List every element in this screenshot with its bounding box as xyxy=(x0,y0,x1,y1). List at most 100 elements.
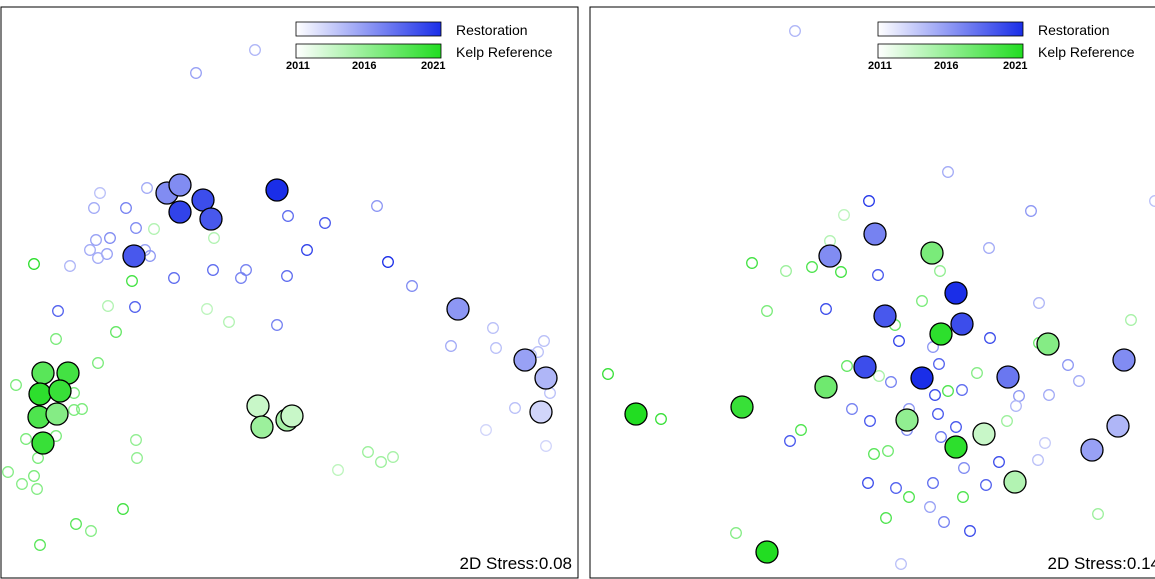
restoration-point-14 xyxy=(64,260,76,272)
restoration-point-29 xyxy=(487,322,499,334)
kelp-point-13 xyxy=(76,403,88,415)
restoration-point-8 xyxy=(104,232,116,244)
kelp-point-large-28 xyxy=(929,322,953,346)
restoration-point-0 xyxy=(249,44,261,56)
restoration-point-large-41 xyxy=(863,222,887,246)
kelp-point-22 xyxy=(31,483,43,495)
restoration-point-large-49 xyxy=(529,400,553,424)
kelp-point-19 xyxy=(1001,415,1013,427)
restoration-point-18 xyxy=(240,264,252,276)
legend: Restoration Kelp Reference 2011 2016 202… xyxy=(286,21,553,72)
plot-frame xyxy=(589,6,1155,579)
restoration-point-27 xyxy=(784,435,796,447)
restoration-point-18 xyxy=(1043,389,1055,401)
restoration-point-27 xyxy=(129,301,141,313)
kelp-point-17 xyxy=(655,413,667,425)
restoration-point-32 xyxy=(862,477,874,489)
restoration-point-36 xyxy=(924,501,936,513)
points-layer xyxy=(2,44,558,551)
legend-kelp-label: Kelp Reference xyxy=(456,44,553,60)
restoration-point-4 xyxy=(983,242,995,254)
legend-tick-2011: 2011 xyxy=(868,60,892,72)
restoration-point-6 xyxy=(130,222,142,234)
restoration-point-29 xyxy=(1032,454,1044,466)
kelp-point-large-33 xyxy=(895,408,919,432)
kelp-point-12 xyxy=(602,368,614,380)
legend-tick-2016: 2016 xyxy=(934,60,958,72)
restoration-point-large-48 xyxy=(534,366,558,390)
kelp-point-0 xyxy=(28,258,40,270)
restoration-point-38 xyxy=(964,525,976,537)
legend-tick-2011: 2011 xyxy=(286,60,310,72)
restoration-point-large-44 xyxy=(265,178,289,202)
kelp-point-29 xyxy=(387,451,399,463)
legend-restoration-label: Restoration xyxy=(1038,22,1110,38)
restoration-point-3 xyxy=(141,182,153,194)
restoration-point-19 xyxy=(281,270,293,282)
restoration-point-25 xyxy=(950,421,962,433)
kelp-point-large-32 xyxy=(730,395,754,419)
kelp-point-25 xyxy=(85,525,97,537)
restoration-point-20 xyxy=(282,210,294,222)
restoration-point-large-47 xyxy=(513,348,537,372)
restoration-point-11 xyxy=(933,358,945,370)
restoration-point-15 xyxy=(168,272,180,284)
restoration-point-10 xyxy=(984,332,996,344)
restoration-point-7 xyxy=(90,234,102,246)
restoration-point-22 xyxy=(932,408,944,420)
legend-tick-2021: 2021 xyxy=(1003,60,1027,72)
restoration-point-5 xyxy=(120,202,132,214)
kelp-point-23 xyxy=(117,503,129,515)
kelp-point-2 xyxy=(208,232,220,244)
restoration-point-28 xyxy=(271,319,283,331)
legend-restoration-label: Restoration xyxy=(456,22,528,38)
legend-restoration-ramp xyxy=(877,21,1024,37)
kelp-point-27 xyxy=(362,446,374,458)
restoration-point-20 xyxy=(846,403,858,415)
kelp-point-large-34 xyxy=(944,435,968,459)
kelp-point-21 xyxy=(868,448,880,460)
legend-tick-2016: 2016 xyxy=(352,60,376,72)
legend-restoration-ramp xyxy=(295,21,442,37)
kelp-point-0 xyxy=(838,209,850,221)
restoration-point-23 xyxy=(864,415,876,427)
restoration-point-25 xyxy=(406,280,418,292)
restoration-point-26 xyxy=(52,305,64,317)
restoration-point-11 xyxy=(92,252,104,264)
restoration-point-large-40 xyxy=(168,173,192,197)
kelp-point-15 xyxy=(971,367,983,379)
legend-tick-2021: 2021 xyxy=(421,60,445,72)
kelp-point-14 xyxy=(20,433,32,445)
restoration-point-31 xyxy=(490,342,502,354)
restoration-point-39 xyxy=(895,558,907,570)
legend: Restoration Kelp Reference 2011 2016 202… xyxy=(868,21,1135,72)
nmds-panel-left: Restoration Kelp Reference 2011 2016 202… xyxy=(0,6,579,579)
kelp-point-20 xyxy=(882,445,894,457)
restoration-point-16 xyxy=(956,384,968,396)
restoration-point-large-45 xyxy=(122,244,146,268)
stress-label: 2D Stress:0.14 xyxy=(1048,554,1155,573)
kelp-point-3 xyxy=(126,275,138,287)
restoration-point-30 xyxy=(445,340,457,352)
kelp-point-large-31 xyxy=(624,402,648,426)
restoration-point-33 xyxy=(890,482,902,494)
restoration-point-15 xyxy=(929,389,941,401)
restoration-point-38 xyxy=(540,440,552,452)
restoration-point-1 xyxy=(942,166,954,178)
restoration-point-large-51 xyxy=(1080,438,1104,462)
kelp-point-6 xyxy=(934,265,946,277)
restoration-point-4 xyxy=(88,202,100,214)
plot-frame xyxy=(0,6,579,579)
kelp-point-large-33 xyxy=(28,382,52,406)
kelp-point-8 xyxy=(50,333,62,345)
kelp-point-1 xyxy=(148,223,160,235)
restoration-point-large-43 xyxy=(199,207,223,231)
restoration-point-31 xyxy=(993,456,1005,468)
kelp-point-10 xyxy=(10,379,22,391)
restoration-point-8 xyxy=(893,335,905,347)
kelp-point-2 xyxy=(746,257,758,269)
kelp-point-16 xyxy=(130,434,142,446)
kelp-point-large-30 xyxy=(814,375,838,399)
restoration-point-2 xyxy=(1025,205,1037,217)
